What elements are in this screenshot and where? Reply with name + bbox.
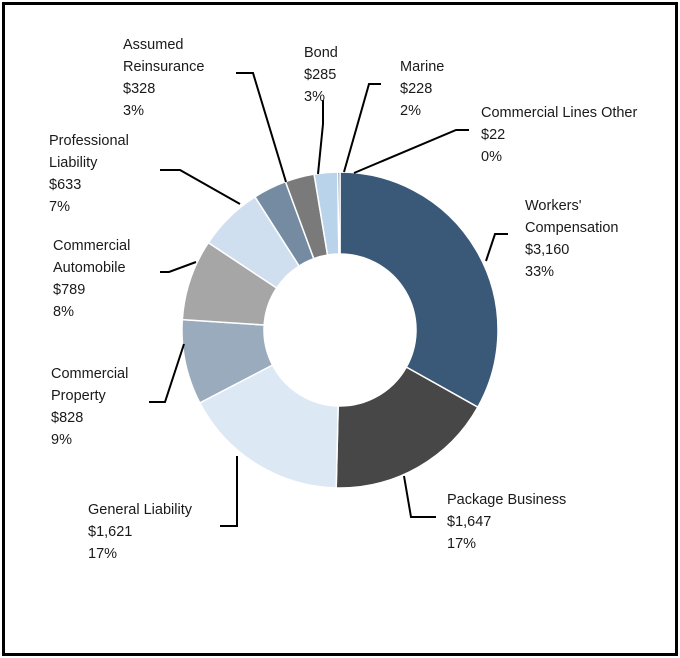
- category-label: Reinsurance: [123, 59, 204, 75]
- data-label-commercial-automobile: Commercial Automobile $789 8%: [53, 238, 130, 320]
- value-label: $285: [304, 67, 336, 83]
- category-label: Commercial: [53, 238, 130, 254]
- category-label: Commercial: [51, 366, 128, 382]
- percent-label: 17%: [88, 546, 117, 562]
- leader-line-group: [149, 72, 508, 527]
- slice-group: [181, 171, 499, 489]
- data-label-bond: Bond $285 3%: [304, 45, 338, 105]
- data-label-commercial-property: Commercial Property $828 9%: [51, 366, 128, 448]
- leader-line-commercial-property: [149, 343, 185, 403]
- leader-line-commercial-automobile: [160, 261, 197, 273]
- value-label: $328: [123, 81, 155, 97]
- category-label: Liability: [49, 155, 98, 171]
- category-label: Marine: [400, 59, 444, 75]
- data-label-workers-compensation: Workers' Compensation $3,160 33%: [525, 198, 619, 280]
- label-group: Workers' Compensation $3,160 33% Package Bus…: [49, 37, 637, 562]
- data-label-general-liability: General Liability $1,621 17%: [88, 502, 193, 562]
- percent-label: 8%: [53, 304, 74, 320]
- percent-label: 3%: [123, 103, 144, 119]
- data-label-assumed-reinsurance: Assumed Reinsurance $328 3%: [123, 37, 204, 119]
- category-label: Compensation: [525, 220, 619, 236]
- leader-line-workers-compensation: [485, 233, 508, 262]
- percent-label: 0%: [481, 149, 502, 165]
- leader-line-bond: [317, 100, 324, 175]
- leader-line-marine: [343, 83, 381, 173]
- leader-line-general-liability: [220, 456, 238, 527]
- data-label-commercial-lines-other: Commercial Lines Other $22 0%: [481, 105, 637, 165]
- slice-workers-compensation: [339, 171, 499, 409]
- percent-label: 2%: [400, 103, 421, 119]
- value-label: $3,160: [525, 242, 569, 258]
- value-label: $828: [51, 410, 83, 426]
- category-label: Bond: [304, 45, 338, 61]
- category-label: Commercial Lines Other: [481, 105, 637, 121]
- leader-line-commercial-lines-other: [353, 129, 469, 174]
- data-label-marine: Marine $228 2%: [400, 59, 444, 119]
- percent-label: 7%: [49, 199, 70, 215]
- percent-label: 3%: [304, 89, 325, 105]
- category-label: Automobile: [53, 260, 126, 276]
- category-label: Assumed: [123, 37, 183, 53]
- value-label: $633: [49, 177, 81, 193]
- category-label: Workers': [525, 198, 582, 214]
- data-label-professional-liability: Professional Liability $633 7%: [49, 133, 129, 215]
- percent-label: 17%: [447, 536, 476, 552]
- value-label: $789: [53, 282, 85, 298]
- slice-general-liability: [198, 364, 339, 489]
- category-label: Package Business: [447, 492, 566, 508]
- percent-label: 33%: [525, 264, 554, 280]
- value-label: $228: [400, 81, 432, 97]
- slice-commercial-lines-other: [336, 171, 341, 255]
- value-label: $1,621: [88, 524, 132, 540]
- leader-line-assumed-reinsurance: [236, 72, 287, 183]
- leader-line-professional-liability: [160, 169, 241, 205]
- percent-label: 9%: [51, 432, 72, 448]
- category-label: General Liability: [88, 502, 193, 518]
- data-label-package-business: Package Business $1,647 17%: [447, 492, 566, 552]
- category-label: Property: [51, 388, 107, 404]
- value-label: $1,647: [447, 514, 491, 530]
- value-label: $22: [481, 127, 505, 143]
- slice-package-business: [335, 366, 479, 489]
- leader-line-package-business: [403, 475, 436, 518]
- category-label: Professional: [49, 133, 129, 149]
